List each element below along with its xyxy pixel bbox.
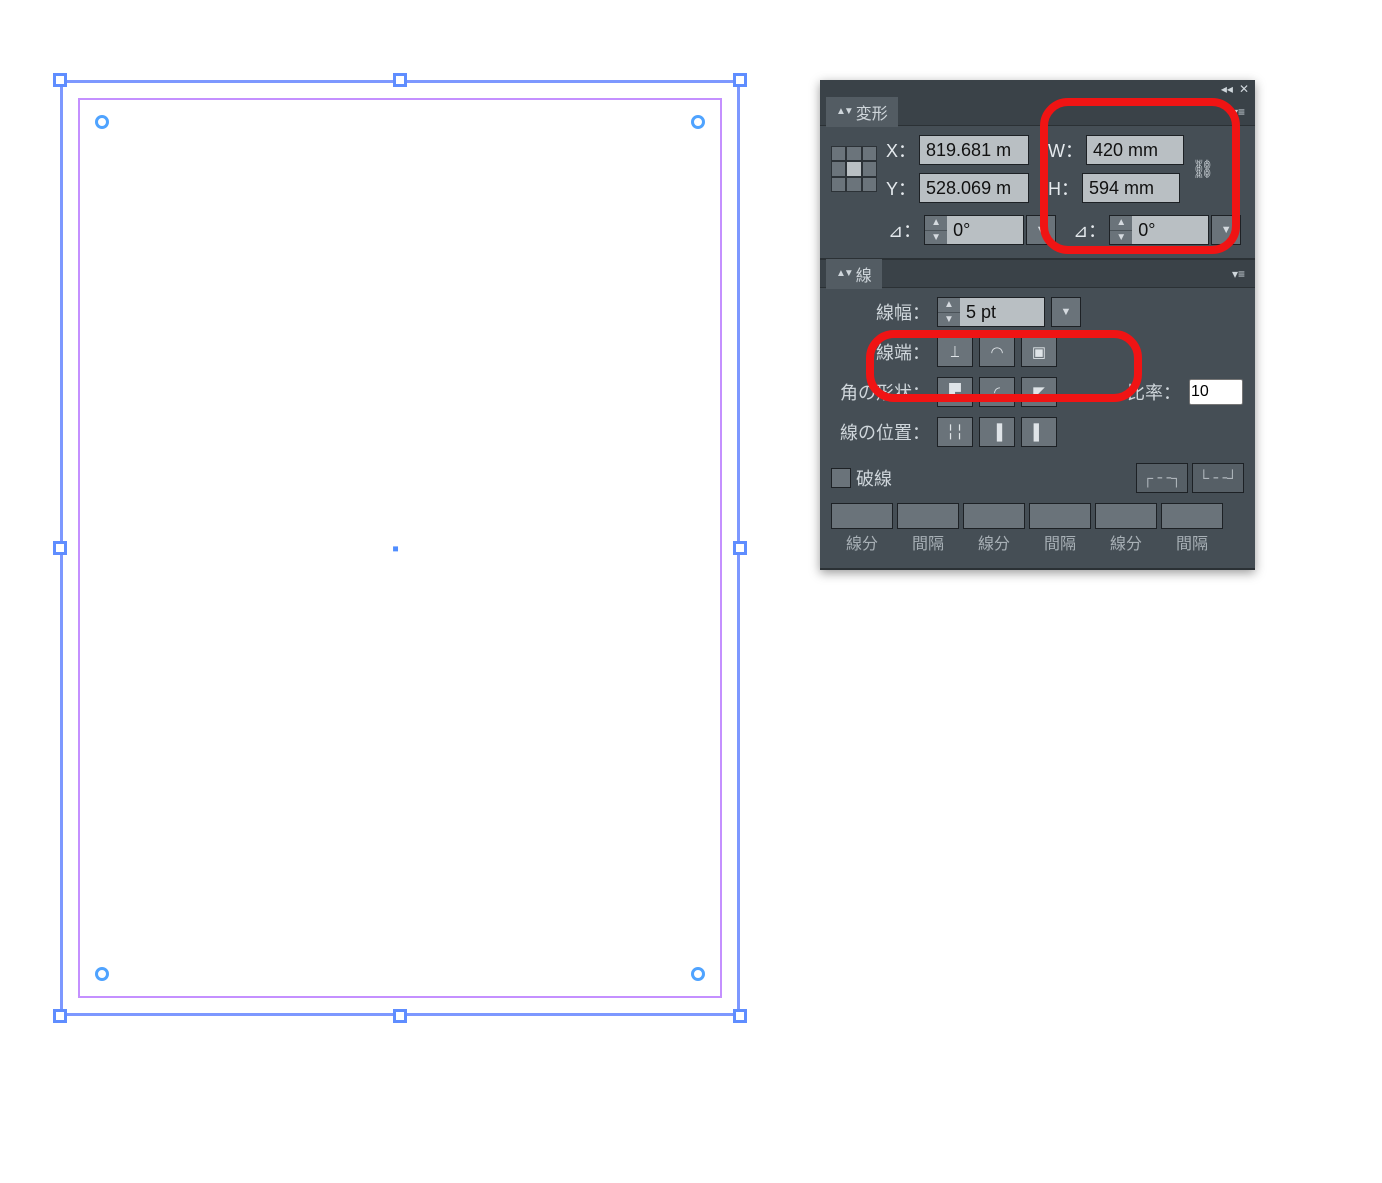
cap-butt-button[interactable]: ⟘	[938, 338, 972, 366]
handle-nw[interactable]	[53, 73, 67, 87]
dash-cap-2: 間隔	[912, 530, 944, 554]
handle-e[interactable]	[733, 541, 747, 555]
stroke-panel-body: 線幅： ▲▼ ▼ 線端： ⟘ ◠ ▣ 角の形状： ▛ ◜ ◤ 比率：	[820, 288, 1255, 570]
rotate-stepper[interactable]: ▲▼	[925, 216, 1023, 244]
stroke-weight-stepper[interactable]: ▲▼	[938, 298, 1044, 326]
rotate-label: ⊿：	[888, 217, 921, 243]
join-miter-button[interactable]: ▛	[938, 378, 972, 406]
expand-icon: ▲▼	[836, 106, 852, 117]
reference-point-grid[interactable]	[832, 147, 876, 191]
stroke-weight-dropdown-button[interactable]: ▼	[1052, 298, 1080, 326]
dash-preserve-exact-button[interactable]: ┌╶╶┐	[1137, 464, 1187, 492]
dashed-label: 破線	[856, 465, 892, 491]
dashed-line-row: 破線 ┌╶╶┐ └╶╶┘	[832, 464, 1243, 492]
shear-dropdown-button[interactable]: ▼	[1212, 216, 1240, 244]
corner-indicator-ne[interactable]	[691, 115, 705, 129]
w-label: W：	[1048, 137, 1083, 163]
gap-slot-2[interactable]	[1030, 504, 1090, 528]
join-round-button[interactable]: ◜	[980, 378, 1014, 406]
dash-pattern-slots: 線分 間隔 線分 間隔 線分 間隔	[832, 504, 1243, 554]
stroke-panel-header: ▲▼ 線 ▾≡	[820, 260, 1255, 288]
shear-field: ⊿： ▲▼ ▼	[1073, 216, 1240, 244]
expand-icon: ▲▼	[836, 268, 852, 279]
panel-title: 変形	[856, 100, 888, 124]
corner-indicator-se[interactable]	[691, 967, 705, 981]
rotate-dropdown-button[interactable]: ▼	[1027, 216, 1055, 244]
y-field: Y：	[886, 174, 1028, 202]
collapse-icon[interactable]: ◂◂	[1221, 82, 1233, 96]
handle-s[interactable]	[393, 1009, 407, 1023]
panel-title: 線	[856, 262, 872, 286]
transform-panel-body: X： W： Y： H： ⛓	[820, 126, 1255, 260]
miter-limit-input[interactable]	[1189, 379, 1243, 405]
y-label: Y：	[886, 175, 916, 201]
stroke-align-row: 線の位置： ╎╎ ▐ ▌	[832, 418, 1243, 446]
dash-cap-1: 線分	[846, 530, 878, 554]
shear-label: ⊿：	[1073, 217, 1106, 243]
dash-slot-2[interactable]	[964, 504, 1024, 528]
dash-slot-3[interactable]	[1096, 504, 1156, 528]
handle-n[interactable]	[393, 73, 407, 87]
stroke-panel-tab[interactable]: ▲▼ 線	[826, 259, 882, 289]
handle-se[interactable]	[733, 1009, 747, 1023]
dash-align-corners-button[interactable]: └╶╶┘	[1193, 464, 1243, 492]
dash-cap-6: 間隔	[1176, 530, 1208, 554]
corner-indicator-sw[interactable]	[95, 967, 109, 981]
w-field: W：	[1048, 136, 1183, 164]
handle-w[interactable]	[53, 541, 67, 555]
x-label: X：	[886, 137, 916, 163]
dash-slot-1[interactable]	[832, 504, 892, 528]
miter-limit-label: 比率：	[1127, 379, 1181, 405]
close-icon[interactable]: ✕	[1239, 82, 1249, 96]
rotate-input[interactable]	[947, 216, 1023, 244]
w-input[interactable]	[1087, 136, 1183, 164]
stroke-panel: ▲▼ 線 ▾≡ 線幅： ▲▼ ▼ 線端： ⟘ ◠ ▣ 角の	[820, 260, 1255, 570]
h-input[interactable]	[1083, 174, 1179, 202]
handle-sw[interactable]	[53, 1009, 67, 1023]
join-bevel-button[interactable]: ◤	[1022, 378, 1056, 406]
dash-cap-5: 線分	[1110, 530, 1142, 554]
shear-input[interactable]	[1132, 216, 1208, 244]
panel-menu-icon[interactable]: ▾≡	[1228, 103, 1249, 121]
stroke-join-row: 角の形状： ▛ ◜ ◤ 比率：	[832, 378, 1243, 406]
h-label: H：	[1048, 175, 1079, 201]
canvas-area[interactable]: ▪	[20, 30, 780, 1068]
rotate-field: ⊿： ▲▼ ▼	[888, 216, 1055, 244]
panel-titlebar: ◂◂ ✕	[820, 80, 1255, 98]
cap-projecting-button[interactable]: ▣	[1022, 338, 1056, 366]
dash-cap-4: 間隔	[1044, 530, 1076, 554]
h-field: H：	[1048, 174, 1183, 202]
align-center-button[interactable]: ╎╎	[938, 418, 972, 446]
x-field: X：	[886, 136, 1028, 164]
dashed-checkbox[interactable]	[832, 469, 850, 487]
cap-round-button[interactable]: ◠	[980, 338, 1014, 366]
stroke-weight-label: 線幅：	[832, 299, 930, 325]
align-outside-button[interactable]: ▌	[1022, 418, 1056, 446]
transform-panel-header: ▲▼ 変形 ▾≡	[820, 98, 1255, 126]
shear-stepper[interactable]: ▲▼	[1110, 216, 1208, 244]
stroke-weight-input[interactable]	[960, 298, 1044, 326]
align-inside-button[interactable]: ▐	[980, 418, 1014, 446]
handle-ne[interactable]	[733, 73, 747, 87]
stroke-cap-label: 線端：	[832, 339, 930, 365]
x-input[interactable]	[920, 136, 1028, 164]
stroke-weight-row: 線幅： ▲▼ ▼	[832, 298, 1243, 326]
transform-panel: ▲▼ 変形 ▾≡ X： W：	[820, 98, 1255, 260]
link-wh-icon[interactable]: ⛓	[1193, 136, 1213, 202]
panel-stack: ◂◂ ✕ ▲▼ 変形 ▾≡ X：	[820, 80, 1255, 570]
y-input[interactable]	[920, 174, 1028, 202]
dash-cap-3: 線分	[978, 530, 1010, 554]
corner-indicator-nw[interactable]	[95, 115, 109, 129]
transform-panel-tab[interactable]: ▲▼ 変形	[826, 97, 898, 127]
gap-slot-1[interactable]	[898, 504, 958, 528]
selection-center-mark: ▪	[392, 540, 408, 558]
panel-menu-icon[interactable]: ▾≡	[1228, 265, 1249, 283]
gap-slot-3[interactable]	[1162, 504, 1222, 528]
stroke-join-label: 角の形状：	[832, 379, 930, 405]
stroke-cap-row: 線端： ⟘ ◠ ▣	[832, 338, 1243, 366]
stroke-align-label: 線の位置：	[832, 419, 930, 445]
